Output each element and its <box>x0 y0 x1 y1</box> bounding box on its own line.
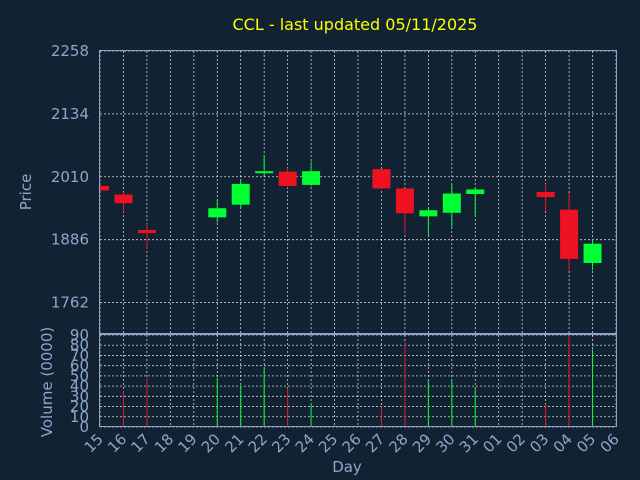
price-tick-label: 2134 <box>51 105 89 123</box>
volume-tick-label: 10 <box>70 408 89 426</box>
x-tick-label: 30 <box>432 430 458 456</box>
x-tick-label: 22 <box>245 430 271 456</box>
candle-body <box>583 243 602 263</box>
candle-body <box>100 185 109 191</box>
volume-axis-label: Volume (0000) <box>38 327 56 437</box>
candle-body <box>560 209 579 259</box>
candle-body <box>114 194 133 204</box>
candle-body <box>372 169 391 189</box>
volume-tick-label: 30 <box>70 387 89 405</box>
volume-tick-label: 50 <box>70 367 89 385</box>
price-panel-frame <box>99 50 617 334</box>
candle-body <box>302 171 321 185</box>
x-tick-label: 19 <box>174 430 200 456</box>
grid-layer <box>99 50 617 428</box>
tick-layer: 1516171819202122232425262728293031010203… <box>51 42 623 456</box>
x-tick-label: 18 <box>151 430 177 456</box>
x-tick-label: 29 <box>409 430 435 456</box>
x-tick-label: 27 <box>362 430 388 456</box>
price-tick-label: 1886 <box>51 231 89 249</box>
x-tick-label: 02 <box>503 430 529 456</box>
volume-tick-label: 90 <box>70 326 89 344</box>
volume-tick-label: 20 <box>70 398 89 416</box>
price-tick-label: 1762 <box>51 294 89 312</box>
price-axis-label: Price <box>17 174 35 211</box>
candle-layer <box>99 154 602 271</box>
x-tick-label: 01 <box>479 430 505 456</box>
x-tick-label: 06 <box>597 430 623 456</box>
x-tick-label: 16 <box>104 430 130 456</box>
volume-tick-label: 40 <box>70 377 89 395</box>
x-tick-label: 24 <box>292 430 318 456</box>
candle-body <box>231 183 250 205</box>
candle-body <box>208 208 227 218</box>
candle-body <box>466 189 485 195</box>
price-tick-label: 2010 <box>51 168 89 186</box>
x-tick-label: 23 <box>268 430 294 456</box>
x-axis-label: Day <box>332 458 362 476</box>
x-tick-label: 21 <box>221 430 247 456</box>
candle-body <box>442 193 461 213</box>
chart-title: CCL - last updated 05/11/2025 <box>233 15 478 34</box>
x-tick-label: 26 <box>339 430 365 456</box>
volume-tick-label: 60 <box>70 357 89 375</box>
candle-body <box>419 210 438 217</box>
x-tick-label: 03 <box>526 430 552 456</box>
volume-tick-label: 80 <box>70 336 89 354</box>
volume-tick-label: 0 <box>79 418 89 436</box>
volume-panel-frame <box>99 334 617 427</box>
volume-layer <box>122 335 594 427</box>
x-tick-label: 28 <box>386 430 412 456</box>
x-tick-label: 17 <box>128 430 154 456</box>
candle-body <box>255 171 274 174</box>
candle-body <box>278 171 297 186</box>
candle-body <box>137 230 156 234</box>
candle-body <box>395 188 414 214</box>
candle-body <box>536 191 555 198</box>
volume-tick-label: 70 <box>70 346 89 364</box>
x-tick-label: 04 <box>550 430 576 456</box>
x-tick-label: 25 <box>315 430 341 456</box>
x-tick-label: 05 <box>573 430 599 456</box>
x-tick-label: 31 <box>456 430 482 456</box>
price-tick-label: 2258 <box>51 42 89 60</box>
x-tick-label: 20 <box>198 430 224 456</box>
